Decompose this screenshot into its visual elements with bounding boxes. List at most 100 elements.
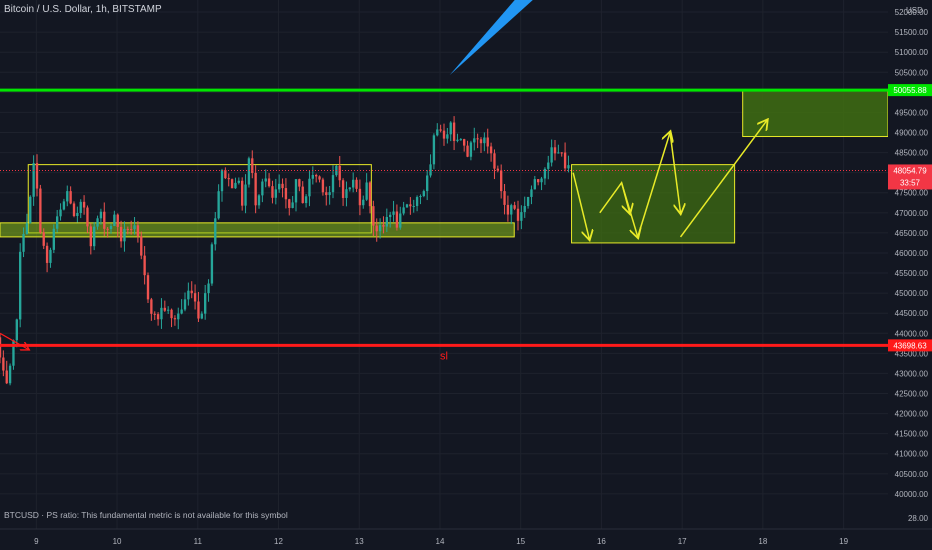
price-tick-label: 49500.00 bbox=[895, 108, 929, 117]
candle-body bbox=[156, 314, 160, 320]
candle-body bbox=[503, 191, 506, 205]
candle-body bbox=[419, 196, 422, 198]
candle-body bbox=[341, 180, 345, 198]
stop-loss-price-label: 43698.63 bbox=[893, 341, 927, 350]
candle-body bbox=[439, 129, 442, 131]
candle-body bbox=[187, 290, 190, 300]
candle-body bbox=[550, 147, 553, 163]
time-axis[interactable]: 9 10 11 12 13 14 15 16 17 18 19 bbox=[0, 528, 932, 546]
candle-body bbox=[348, 187, 351, 190]
range-zone bbox=[571, 164, 736, 244]
candle-body bbox=[557, 152, 560, 154]
candle-body bbox=[301, 186, 304, 204]
candle-body bbox=[560, 152, 563, 154]
resistance-price-label: 50055.88 bbox=[893, 86, 927, 95]
candle-body bbox=[167, 309, 170, 311]
candle-body bbox=[291, 202, 294, 208]
candle-body bbox=[385, 217, 388, 227]
candle-body bbox=[143, 255, 146, 276]
candle-body bbox=[483, 137, 486, 144]
candle-body bbox=[150, 299, 153, 314]
candle-body bbox=[19, 251, 22, 320]
candle-body bbox=[567, 165, 570, 169]
candle-body bbox=[52, 228, 55, 250]
price-tick-label: 48500.00 bbox=[895, 149, 929, 158]
candle-body bbox=[530, 189, 533, 197]
candle-body bbox=[153, 313, 156, 315]
candle-body bbox=[227, 178, 230, 180]
candle-body bbox=[362, 199, 365, 206]
candle-body bbox=[241, 180, 244, 206]
horizontal-lines[interactable] bbox=[0, 88, 888, 347]
price-axis[interactable]: 52000.0051500.0051000.0050500.0050000.00… bbox=[888, 0, 932, 550]
candle-body bbox=[116, 214, 119, 227]
candles bbox=[0, 116, 570, 386]
candle-body bbox=[76, 212, 79, 216]
candle-body bbox=[56, 216, 59, 229]
candle-body bbox=[197, 301, 200, 319]
price-tick-label: 42000.00 bbox=[895, 410, 929, 419]
price-tick-label: 43500.00 bbox=[895, 349, 929, 358]
time-tick-label: 19 bbox=[839, 537, 848, 546]
candle-body bbox=[244, 184, 247, 206]
candle-body bbox=[510, 205, 513, 215]
candle-body bbox=[25, 223, 29, 234]
candle-body bbox=[553, 147, 557, 154]
candle-body bbox=[500, 170, 503, 192]
candle-body bbox=[543, 168, 547, 179]
time-tick-label: 13 bbox=[355, 537, 364, 546]
candle-body bbox=[513, 205, 516, 209]
candle-body bbox=[106, 228, 109, 230]
price-tick-label: 47000.00 bbox=[895, 209, 929, 218]
candle-body bbox=[180, 309, 183, 314]
candle-body bbox=[146, 275, 150, 300]
candle-body bbox=[540, 178, 543, 183]
candle-body bbox=[32, 163, 35, 197]
candle-body bbox=[452, 122, 456, 141]
candle-body bbox=[281, 183, 284, 189]
currency-label: USD bbox=[906, 6, 923, 15]
price-tick-label: 45500.00 bbox=[895, 269, 929, 278]
candle-body bbox=[133, 225, 136, 230]
candle-body bbox=[109, 226, 113, 229]
candle-body bbox=[247, 158, 251, 185]
price-tick-label: 49000.00 bbox=[895, 129, 929, 138]
candle-body bbox=[230, 179, 234, 189]
candle-body bbox=[79, 201, 82, 213]
candle-body bbox=[35, 163, 39, 189]
candle-body bbox=[563, 152, 567, 169]
stop-loss-price-tag bbox=[888, 339, 932, 352]
candle-body bbox=[493, 153, 496, 169]
candle-body bbox=[429, 164, 432, 176]
candle-body bbox=[183, 299, 187, 310]
candle-body bbox=[516, 208, 520, 221]
price-tick-label: 51500.00 bbox=[895, 28, 929, 37]
fundamental-note: BTCUSD · PS ratio: This fundamental metr… bbox=[4, 510, 288, 520]
support-zone bbox=[0, 222, 515, 238]
indicator-axis-label: 28.00 bbox=[908, 514, 929, 523]
candle-body bbox=[466, 145, 469, 157]
candle-body bbox=[39, 188, 42, 233]
candle-body bbox=[8, 365, 12, 384]
candle-body bbox=[234, 182, 237, 189]
candle-body bbox=[170, 309, 173, 319]
candle-body bbox=[328, 192, 331, 196]
candle-body bbox=[392, 211, 395, 215]
price-tick-label: 41000.00 bbox=[895, 450, 929, 459]
candle-body bbox=[294, 179, 298, 203]
candle-body bbox=[422, 191, 425, 197]
candle-body bbox=[12, 340, 15, 366]
candle-body bbox=[210, 244, 214, 284]
candle-body bbox=[311, 175, 314, 179]
price-tick-label: 52000.00 bbox=[895, 8, 929, 17]
candle-body bbox=[321, 179, 325, 193]
candle-body bbox=[140, 236, 143, 256]
chart-title: Bitcoin / U.S. Dollar, 1h, BITSTAMP bbox=[4, 4, 162, 15]
candle-body bbox=[506, 204, 510, 215]
candle-body bbox=[267, 178, 271, 187]
price-tick-label: 47500.00 bbox=[895, 189, 929, 198]
time-tick-label: 17 bbox=[678, 537, 687, 546]
